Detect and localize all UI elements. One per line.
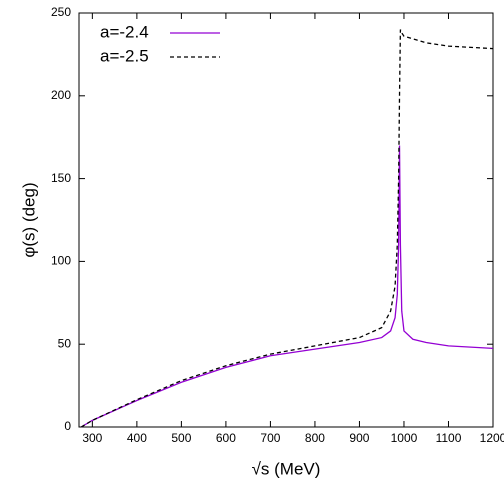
- x-tick-label: 900: [349, 431, 369, 445]
- plot-frame: [78, 12, 494, 428]
- legend-label: a=-2.5: [100, 46, 149, 65]
- x-tick-label: 800: [305, 431, 325, 445]
- y-tick-label: 200: [51, 88, 71, 102]
- x-tick-label: 400: [127, 431, 147, 445]
- y-tick-label: 250: [51, 5, 71, 19]
- x-tick-label: 1200: [480, 431, 504, 445]
- x-tick-label: 600: [216, 431, 236, 445]
- x-axis-label: √s (MeV): [252, 459, 321, 478]
- y-tick-label: 100: [51, 254, 71, 268]
- x-tick-label: 500: [171, 431, 191, 445]
- y-axis-label: φ(s) (deg): [19, 182, 38, 257]
- x-tick-label: 700: [260, 431, 280, 445]
- legend-label: a=-2.4: [100, 22, 149, 41]
- x-tick-label: 1100: [436, 431, 462, 445]
- x-tick-label: 1000: [391, 431, 418, 445]
- series-line: [80, 145, 494, 428]
- x-tick-label: 300: [82, 431, 102, 445]
- y-tick-label: 50: [58, 336, 72, 350]
- y-tick-label: 150: [51, 171, 71, 185]
- y-tick-label: 0: [64, 419, 71, 433]
- series-line: [80, 29, 494, 428]
